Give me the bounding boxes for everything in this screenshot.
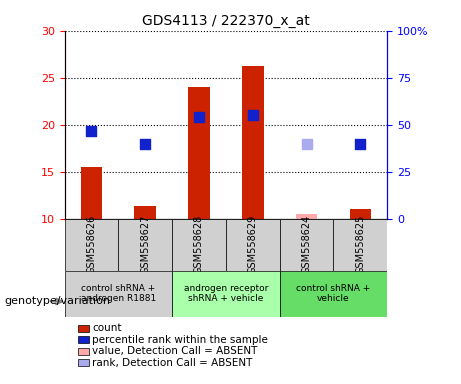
- Text: GSM558628: GSM558628: [194, 215, 204, 275]
- Point: [357, 141, 364, 147]
- Title: GDS4113 / 222370_x_at: GDS4113 / 222370_x_at: [142, 14, 310, 28]
- Text: genotype/variation: genotype/variation: [5, 296, 111, 306]
- Point: [195, 114, 203, 120]
- Point: [249, 112, 256, 118]
- Text: GSM558625: GSM558625: [355, 215, 366, 275]
- Text: percentile rank within the sample: percentile rank within the sample: [92, 335, 268, 345]
- Text: GSM558624: GSM558624: [301, 215, 312, 275]
- Bar: [296, 214, 317, 219]
- Bar: [188, 87, 210, 219]
- Bar: [65, 219, 118, 271]
- Bar: [135, 206, 156, 219]
- Bar: [172, 271, 280, 317]
- Point: [88, 128, 95, 134]
- Bar: [349, 210, 371, 219]
- Bar: [280, 219, 333, 271]
- Text: control shRNA +
vehicle: control shRNA + vehicle: [296, 284, 371, 303]
- Bar: [65, 271, 172, 317]
- Text: GSM558629: GSM558629: [248, 215, 258, 275]
- Text: rank, Detection Call = ABSENT: rank, Detection Call = ABSENT: [92, 358, 253, 368]
- Bar: [81, 167, 102, 219]
- Bar: [280, 271, 387, 317]
- Text: value, Detection Call = ABSENT: value, Detection Call = ABSENT: [92, 346, 258, 356]
- Text: androgen receptor
shRNA + vehicle: androgen receptor shRNA + vehicle: [183, 284, 268, 303]
- Bar: [333, 219, 387, 271]
- Text: count: count: [92, 323, 122, 333]
- Bar: [172, 219, 226, 271]
- Bar: [242, 66, 264, 219]
- Text: control shRNA +
androgen R1881: control shRNA + androgen R1881: [81, 284, 156, 303]
- Point: [303, 141, 310, 147]
- Bar: [118, 219, 172, 271]
- Text: GSM558626: GSM558626: [86, 215, 96, 275]
- Text: GSM558627: GSM558627: [140, 215, 150, 275]
- Bar: [226, 219, 280, 271]
- Point: [142, 141, 149, 147]
